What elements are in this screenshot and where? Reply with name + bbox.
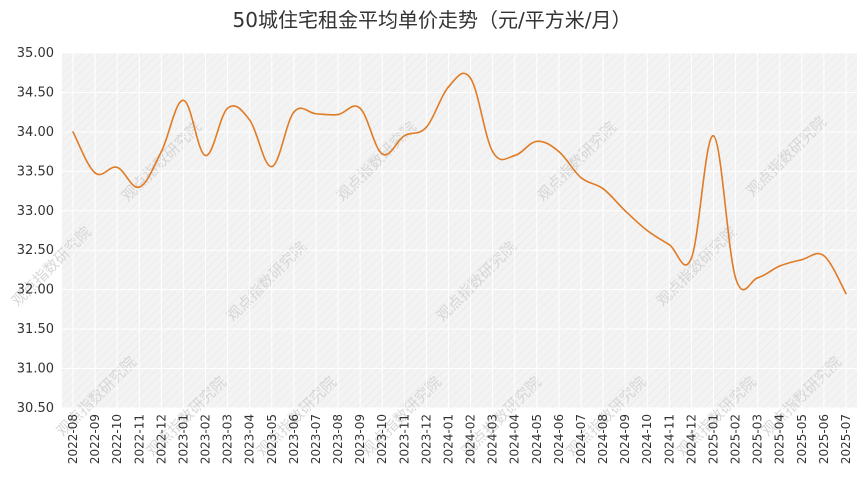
x-tick-label: 2023-09 [353,414,367,464]
x-tick-label: 2024-10 [640,414,654,464]
x-tick-label: 2024-04 [508,414,522,464]
x-tick-label: 2023-08 [331,414,345,464]
data-point [337,113,339,116]
x-tick-label: 2024-11 [662,414,676,464]
data-point [646,229,649,232]
y-tick-label: 34.00 [17,125,54,140]
y-tick-label: 31.50 [17,322,54,337]
data-point [536,140,538,143]
y-tick-label: 35.00 [17,46,54,61]
data-point [513,154,516,157]
y-tick-label: 32.50 [17,243,54,258]
plot-area [62,53,857,408]
data-point [778,265,781,267]
x-tick-label: 2024-01 [441,414,455,464]
x-axis: 2022-08 2022-09 2022-10 2022-11 2022-12 2023-… [66,414,853,464]
x-tick-label: 2023-05 [265,414,279,464]
x-tick-label: 2022-08 [66,414,80,464]
data-point [469,77,472,80]
y-tick-label: 33.00 [17,204,54,219]
data-point [712,135,715,137]
y-tick-label: 33.50 [17,164,54,179]
grid-lines [62,52,857,409]
data-point [425,126,428,128]
data-point [668,243,671,246]
y-axis: 30.50 31.00 31.50 32.00 32.50 33.00 33.50 34.00… [17,46,54,416]
data-point [734,277,737,279]
data-point [315,112,317,115]
data-point [116,166,118,169]
data-point [580,176,582,179]
x-tick-label: 2025-04 [773,414,787,464]
series-layer [72,72,847,295]
x-tick-label: 2023-01 [176,414,190,464]
x-tick-label: 2023-03 [221,414,235,464]
data-point [359,107,361,110]
y-tick-label: 32.00 [17,283,54,298]
data-point [160,150,163,153]
x-tick-label: 2023-02 [199,414,213,464]
x-tick-label: 2025-01 [706,414,720,464]
data-point [558,150,560,153]
x-tick-label: 2025-03 [751,414,765,464]
data-point [403,135,406,137]
data-point [204,154,207,157]
chart-title: 50城住宅租金平均单价走势（元/平方米/月） [233,8,632,32]
y-tick-label: 34.50 [17,85,54,100]
data-point [270,165,273,168]
x-tick-label: 2025-06 [817,414,831,464]
x-tick-label: 2024-06 [552,414,566,464]
x-tick-label: 2025-02 [729,414,743,464]
x-tick-label: 2023-11 [397,414,411,464]
x-tick-label: 2023-04 [243,414,257,464]
data-point [94,172,96,174]
data-point [293,111,295,113]
data-point [491,150,494,153]
data-point [447,86,450,88]
x-tick-label: 2025-07 [839,414,853,464]
data-point [72,131,74,133]
data-point [801,258,803,261]
x-tick-label: 2025-05 [795,414,809,464]
x-tick-label: 2022-09 [88,414,102,464]
data-point [248,119,251,121]
data-point [690,257,693,259]
x-tick-label: 2024-09 [618,414,632,464]
data-point [138,186,141,188]
y-tick-label: 31.00 [17,362,54,377]
x-tick-label: 2022-10 [110,414,124,464]
data-point [182,99,185,102]
data-point [845,292,847,295]
x-tick-label: 2024-05 [530,414,544,464]
data-point [381,153,384,155]
x-tick-label: 2024-12 [684,414,698,464]
x-tick-label: 2024-08 [596,414,610,464]
x-tick-label: 2023-06 [287,414,301,464]
x-tick-label: 2022-11 [132,414,146,464]
data-point [823,254,825,257]
x-tick-label: 2022-12 [154,414,168,464]
y-tick-label: 30.50 [17,401,54,416]
x-tick-label: 2023-12 [419,414,433,464]
x-tick-label: 2023-10 [375,414,389,464]
x-tick-label: 2024-02 [464,414,478,464]
data-point [226,107,229,110]
data-point [602,187,604,190]
x-tick-label: 2024-03 [486,414,500,464]
data-point [756,277,759,279]
data-point [624,209,626,212]
x-tick-label: 2023-07 [309,414,323,464]
x-tick-label: 2024-07 [574,414,588,464]
